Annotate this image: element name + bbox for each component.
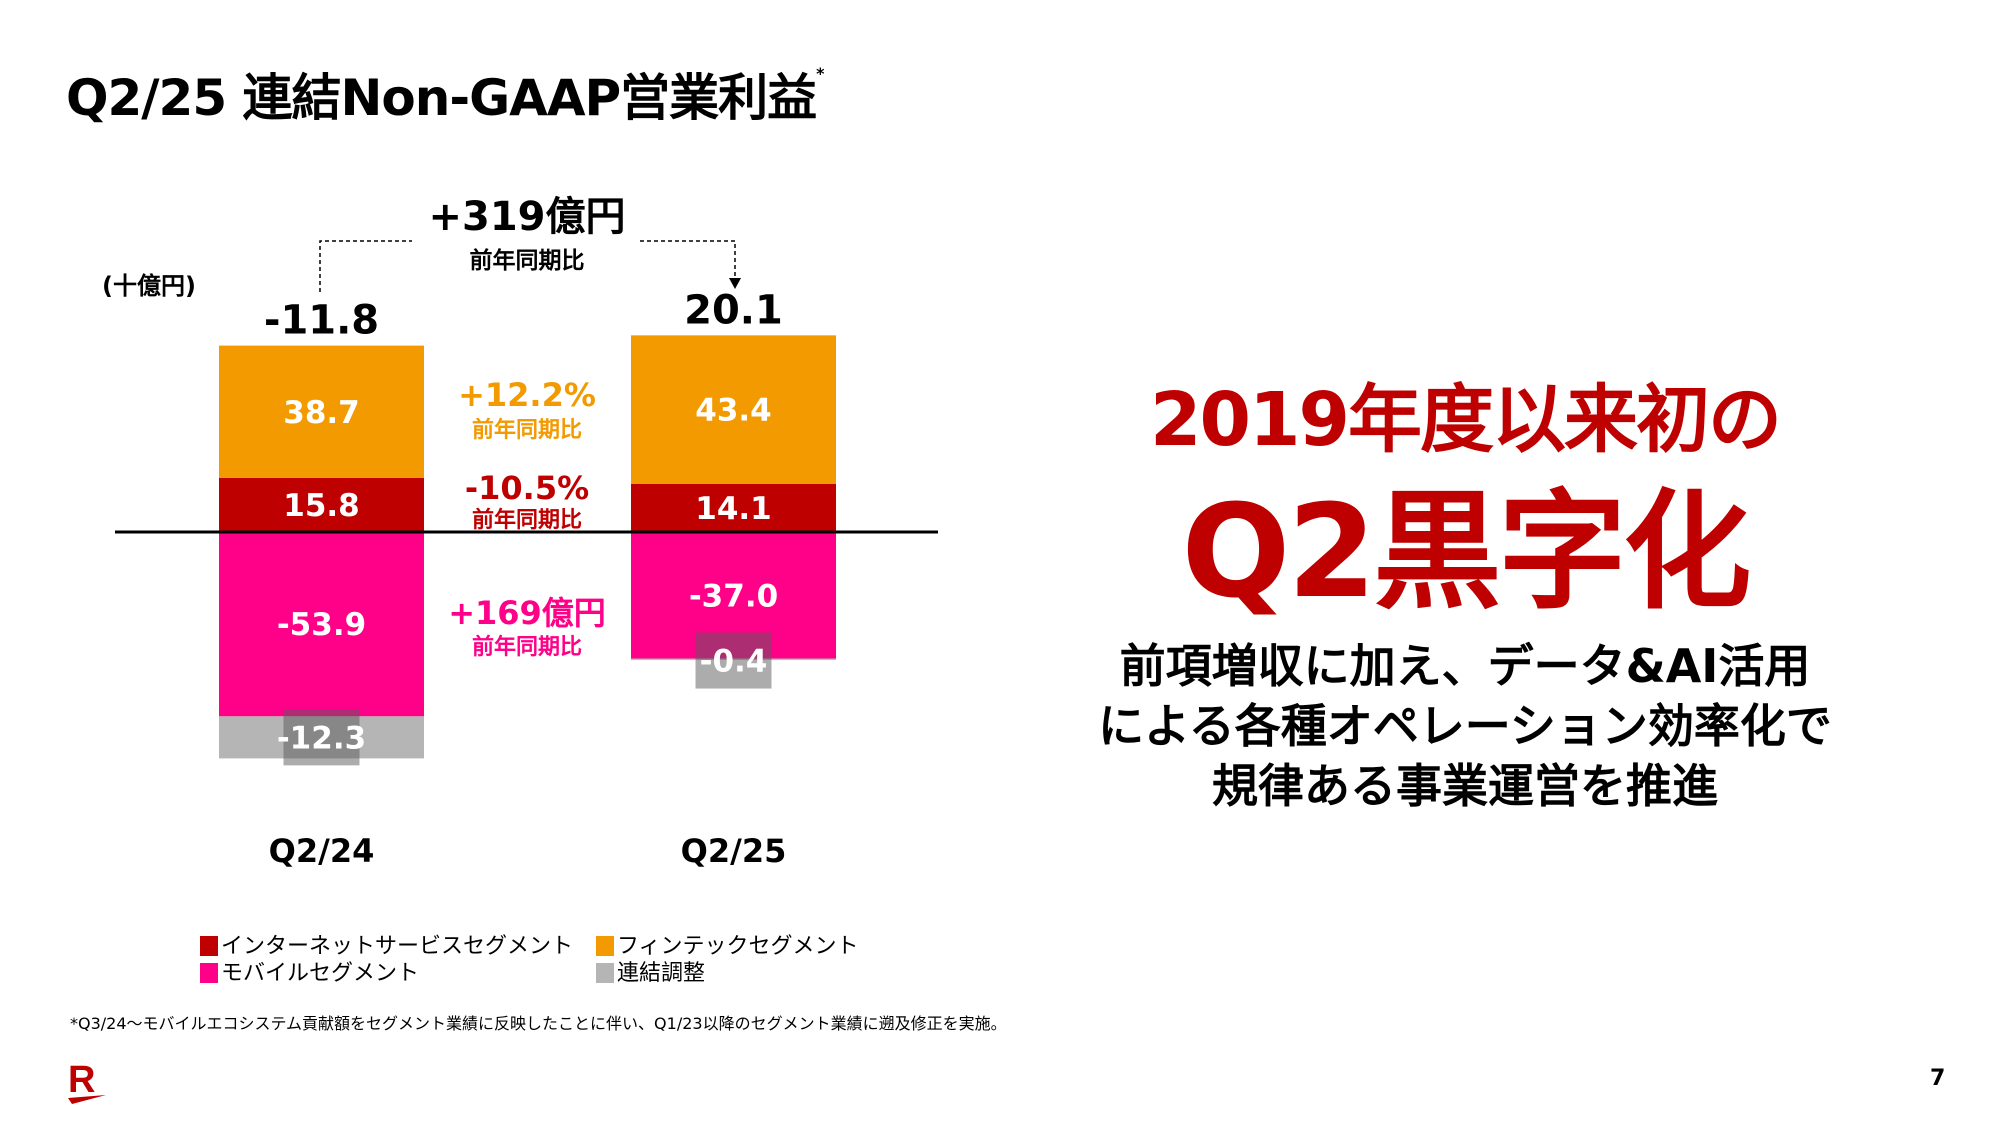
- stacked-bar-chart: (十億円) 15.8 38.7 -53.9 -12.3 -11.8 14.1 43.4 -37…: [102, 194, 938, 870]
- headline-line1: 2019年度以来初の: [1150, 377, 1782, 463]
- legend-swatch: [200, 963, 218, 983]
- total-change-label: 前年同期比: [470, 247, 585, 274]
- internet-change-value: -10.5%: [465, 469, 589, 507]
- category-label: Q2/24: [269, 832, 375, 870]
- dashed-connector-left: [319, 240, 412, 292]
- segment-value-label: 38.7: [283, 395, 360, 431]
- bar-segment: [631, 335, 836, 484]
- internet-change-label: 前年同期比: [472, 507, 582, 533]
- logo-letter: R: [68, 1059, 95, 1101]
- legend-item-adjustment: 連結調整: [596, 955, 705, 987]
- total-value-label: -11.8: [264, 298, 379, 344]
- legend-label: フィンテックセグメント: [617, 934, 859, 959]
- legend-swatch: [596, 963, 614, 983]
- footnote: *Q3/24～モバイルエコシステム貢献額をセグメント業績に反映したことに伴い、Q…: [70, 1014, 1007, 1033]
- title-footnote-mark: *: [816, 64, 824, 83]
- segment-value-label: 15.8: [283, 488, 360, 524]
- page-title: Q2/25 連結Non-GAAP営業利益*: [66, 58, 825, 130]
- legend-swatch: [596, 936, 614, 956]
- legend-swatch: [200, 936, 218, 956]
- segment-value-label: 14.1: [695, 491, 772, 527]
- category-label: Q2/25: [681, 832, 787, 870]
- segment-value-label: -37.0: [689, 578, 778, 614]
- title-text: Q2/25 連結Non-GAAP営業利益: [66, 69, 817, 127]
- legend-label: モバイルセグメント: [221, 961, 420, 986]
- legend-item-fintech: フィンテックセグメント: [596, 928, 859, 960]
- mobile-change-label: 前年同期比: [472, 634, 582, 660]
- bars-group: 15.8 38.7 -53.9 -12.3 -11.8 14.1 43.4 -37.0 -0.4…: [219, 287, 836, 766]
- fintech-change-label: 前年同期比: [472, 417, 582, 443]
- segment-value-label: -12.3: [277, 720, 366, 756]
- bar-segment: [219, 532, 424, 717]
- message-body: 前項増収に加え、データ&AI活用 による各種オペレーション効率化で 規律ある事業…: [1000, 636, 1930, 816]
- mobile-change-value: +169億円: [448, 594, 606, 632]
- message-line: 規律ある事業運営を推進: [1212, 759, 1718, 813]
- legend-label: 連結調整: [617, 961, 706, 986]
- segment-value-label: -53.9: [277, 607, 366, 643]
- adjustment-label-box: [283, 709, 360, 766]
- legend-item-mobile: モバイルセグメント: [200, 955, 419, 987]
- unit-label: (十億円): [102, 272, 196, 300]
- rakuten-logo: R: [68, 1059, 106, 1104]
- bar-segment: [219, 477, 424, 532]
- message-line: による各種オペレーション効率化で: [1098, 699, 1832, 753]
- message-line: 前項増収に加え、データ&AI活用: [1119, 639, 1811, 693]
- category-labels: Q2/24 Q2/25: [269, 832, 787, 870]
- segment-value-label: 43.4: [695, 393, 772, 429]
- logo-swoosh: [68, 1095, 106, 1104]
- fintech-change-value: +12.2%: [458, 376, 596, 414]
- segment-value-label: -0.4: [700, 644, 768, 680]
- bar-segment: [219, 345, 424, 478]
- legend-item-internet: インターネットサービスセグメント: [200, 928, 573, 960]
- page-number: 7: [1930, 1066, 1946, 1091]
- headline-line2: Q2黒字化: [1181, 478, 1752, 627]
- bar-segment: [631, 483, 836, 532]
- total-change-value: +319億円: [428, 194, 625, 240]
- adjustment-label-box: [695, 632, 772, 689]
- legend-label: インターネットサービスセグメント: [221, 934, 574, 959]
- total-value-label: 20.1: [684, 287, 783, 333]
- dashed-connector-right: [640, 240, 736, 280]
- arrow-down-icon: [729, 278, 741, 289]
